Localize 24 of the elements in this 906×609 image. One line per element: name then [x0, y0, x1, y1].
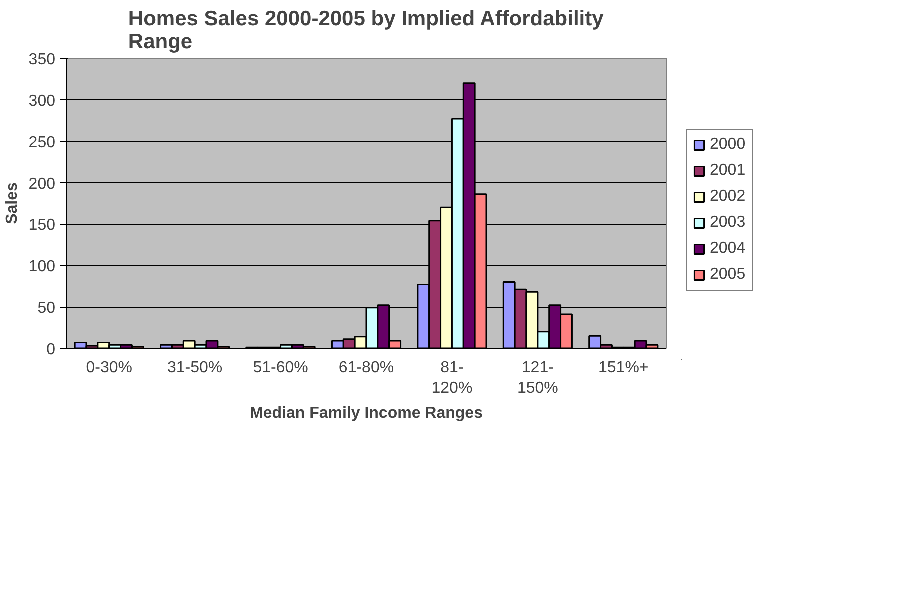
y-tick-label: 250 — [28, 134, 56, 152]
x-tick-label: 31-50% — [167, 360, 223, 376]
legend-label: 2005 — [710, 266, 746, 284]
y-tick-label: 0 — [46, 342, 56, 358]
x-tick-label: 151%+ — [598, 360, 649, 376]
legend-label: 2002 — [710, 188, 746, 206]
legend-label: 2004 — [710, 240, 746, 258]
y-tick-label: 200 — [28, 176, 56, 193]
legend-label: 2003 — [710, 214, 746, 232]
x-tick-label: 51-60% — [253, 360, 308, 376]
y-tick-label: 50 — [38, 300, 56, 318]
y-tick-label: 150 — [28, 217, 56, 234]
x-axis-title: Median Family Income Ranges — [250, 404, 484, 422]
chart-title: Homes Sales 2000-2005 by Implied Affordability Range — [128, 8, 604, 54]
legend-label: 2000 — [710, 136, 746, 154]
y-tick-label: 350 — [28, 52, 56, 68]
x-tick-label: 121-150% — [517, 360, 558, 397]
y-axis-title: Sales — [4, 182, 21, 224]
x-tick-label: 81-120% — [432, 360, 473, 397]
y-tick-label: 100 — [28, 258, 56, 276]
x-tick-label: 0-30% — [86, 360, 132, 376]
x-tick-label: 61-80% — [338, 360, 394, 376]
y-tick-label: 300 — [28, 92, 56, 110]
legend-label: 2001 — [710, 162, 746, 180]
